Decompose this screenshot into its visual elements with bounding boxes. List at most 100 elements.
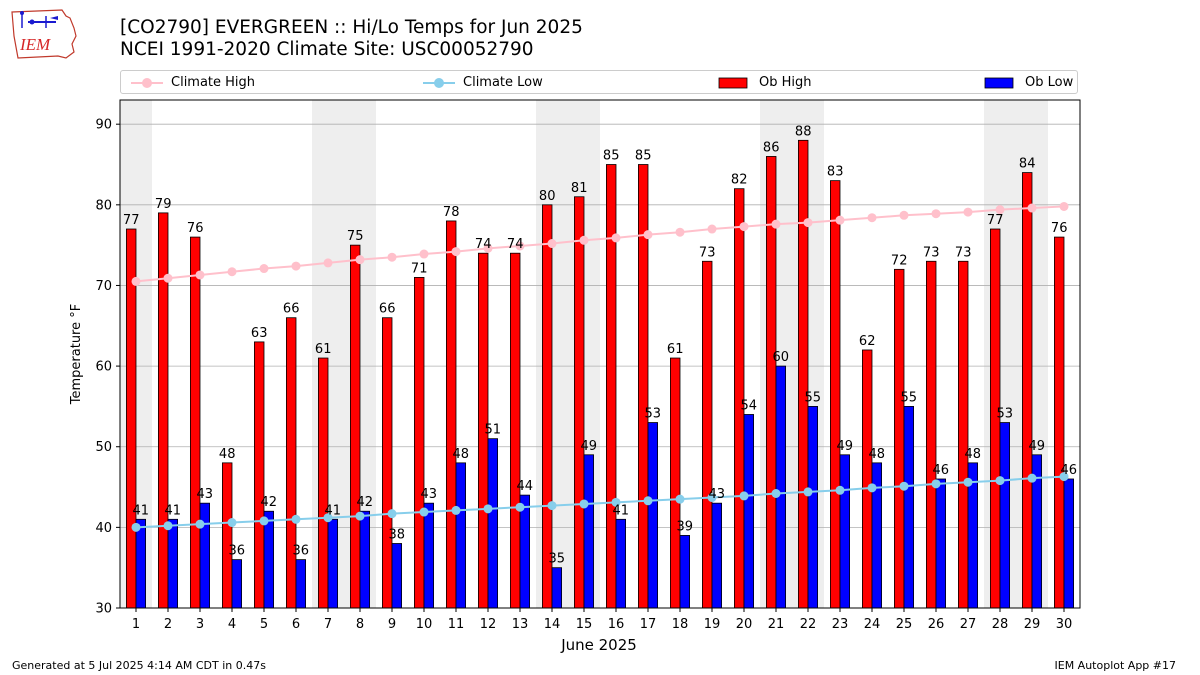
ob-high-label-5: 63 [251,326,268,341]
x-tick-label-7: 7 [324,617,332,632]
ob-low-label-16: 41 [613,503,630,518]
ob-high-bar-10 [413,276,425,609]
x-tick-label-8: 8 [356,617,364,632]
climate-low-point-15 [579,499,589,509]
ob-high-label-23: 83 [827,165,844,180]
climate-low-point-17 [643,496,653,506]
title-line-2: NCEI 1991-2020 Climate Site: USC00052790 [120,39,534,60]
ob-high-label-9: 66 [379,302,396,317]
ob-high-bar-7 [317,357,329,609]
climate-high-line [135,205,1065,283]
legend-item-ob-low: Ob Low [983,74,1083,92]
ob-low-bar-10 [423,502,435,609]
legend-item-ob-high: Ob High [717,74,867,92]
climate-low-point-23 [835,485,845,495]
climate-low-point-30 [1059,472,1069,482]
ob-low-label-19: 43 [709,487,726,502]
climate-high-point-26 [931,209,941,219]
x-tick-label-24: 24 [864,617,881,632]
ob-high-label-11: 78 [443,205,460,220]
ob-high-label-26: 73 [923,245,940,260]
ob-low-bar-1 [135,518,147,609]
climate-low-point-2 [163,521,173,531]
legend-label-climate-high: Climate High [171,75,256,90]
bars [126,139,1075,609]
y-tick-label-80: 80 [95,198,112,213]
x-tick-label-23: 23 [832,617,849,632]
climate-high-point-16 [611,233,621,243]
climate-high-point-6 [291,261,301,271]
ob-low-bar-5 [263,510,275,609]
climate-low-point-14 [547,501,557,511]
climate-low-point-3 [195,519,205,529]
x-tick-label-21: 21 [768,617,785,632]
chart-title: [CO2790] EVERGREEN :: Hi/Lo Temps for Ju… [120,17,583,61]
climate-high-point-1 [131,276,141,286]
ob-low-bar-25 [903,406,915,609]
ob-high-label-29: 84 [1019,157,1036,172]
climate-low-point-24 [867,483,877,493]
ob-high-bar-30 [1054,236,1065,609]
ob-high-label-18: 61 [667,342,684,357]
ob-high-label-20: 82 [731,173,748,188]
climate-high-point-5 [259,264,269,274]
climate-low-point-12 [483,504,493,514]
ob-low-label-21: 60 [773,350,790,365]
ob-high-label-1: 77 [123,213,140,228]
ob-low-label-12: 51 [485,423,502,438]
ob-low-bar-6 [295,559,307,609]
ob-low-bar-3 [199,502,211,609]
x-tick-label-11: 11 [448,617,465,632]
ob-low-bar-20 [743,414,755,609]
ob-low-label-29: 49 [1029,439,1046,454]
ob-low-label-28: 53 [997,407,1014,422]
ob-low-label-11: 48 [453,447,470,462]
climate-high-point-15 [579,235,589,245]
y-tick-label-70: 70 [95,279,112,294]
ob-high-bar-3 [189,236,201,609]
ob-high-label-22: 88 [795,124,812,139]
x-tick-label-2: 2 [164,617,172,632]
ob-low-bar-16 [615,518,627,609]
ob-high-label-25: 72 [891,253,908,268]
ob-high-label-19: 73 [699,245,716,260]
ob-low-bar-19 [711,502,723,609]
ob-low-bar-30 [1063,478,1075,609]
climate-high-point-4 [227,267,237,277]
ob-high-label-27: 73 [955,245,972,260]
x-tick-label-14: 14 [544,617,561,632]
legend-item-climate-low: Climate Low [421,74,621,92]
climate-low-point-7 [323,513,333,523]
climate-low-line [135,475,1065,529]
ob-low-label-2: 41 [165,503,182,518]
x-tick-label-15: 15 [576,617,593,632]
climate-high-point-27 [963,207,973,217]
climate-low-point-19 [707,493,717,503]
climate-low-point-21 [771,488,781,498]
x-tick-label-30: 30 [1056,617,1073,632]
y-axis-label: Temperature °F [69,304,84,405]
x-tick-label-9: 9 [388,617,396,632]
climate-low-point-25 [899,481,909,491]
legend-label-ob-low: Ob Low [1025,75,1074,90]
x-tick-label-1: 1 [132,617,140,632]
ob-low-label-5: 42 [261,495,278,510]
ob-low-bar-2 [167,518,179,609]
ob-low-bar-7 [327,518,339,609]
ob-high-bar-15 [574,196,585,609]
ob-low-bar-18 [679,535,691,609]
climate-high-point-19 [707,224,717,234]
ob-low-bar-21 [775,365,787,609]
y-tick-label-40: 40 [95,521,112,536]
ob-low-bar-12 [487,438,499,609]
climate-high-point-3 [195,270,205,280]
climate-high-point-14 [547,239,557,249]
x-tick-label-26: 26 [928,617,945,632]
climate-low-point-20 [739,491,749,501]
climate-low-point-29 [1027,473,1037,483]
climate-low-point-10 [419,507,429,517]
climate-low-point-26 [931,479,941,489]
ob-low-label-24: 48 [869,447,886,462]
x-tick-label-19: 19 [704,617,721,632]
